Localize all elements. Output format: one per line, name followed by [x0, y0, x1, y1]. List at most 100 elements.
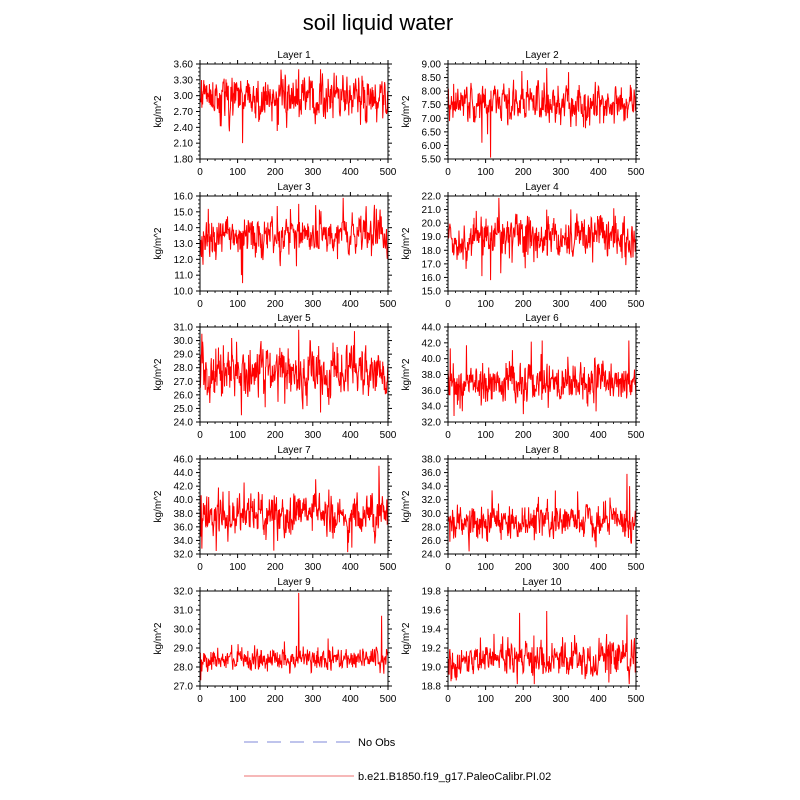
x-tick-label: 0 [445, 430, 451, 441]
x-tick-label: 100 [229, 562, 246, 573]
y-tick-label: 19.8 [422, 587, 442, 598]
y-tick-label: 19.6 [422, 606, 442, 617]
x-tick-label: 200 [267, 167, 284, 178]
y-tick-label: 28.0 [174, 663, 194, 674]
plot-frame [199, 458, 389, 555]
x-tick-label: 0 [197, 299, 203, 310]
y-tick-label: 28.0 [422, 522, 442, 533]
y-tick-label: 29.0 [174, 350, 194, 361]
y-tick-label: 16.0 [174, 192, 194, 203]
y-tick-label: 2.70 [174, 107, 194, 118]
series-line [199, 465, 389, 553]
panel-title: Layer 3 [277, 182, 311, 193]
y-tick-label: 40.0 [422, 354, 442, 365]
panel-title: Layer 1 [277, 50, 311, 61]
panel-title: Layer 7 [277, 445, 311, 456]
panel-title: Layer 5 [277, 313, 311, 324]
x-tick-label: 200 [267, 299, 284, 310]
panels: Layer 13.603.303.002.702.402.101.800 100 2… [153, 50, 645, 705]
x-tick-label: 400 [590, 694, 607, 705]
x-tick-label: 300 [304, 562, 321, 573]
x-tick-label: 300 [304, 299, 321, 310]
plot-frame [447, 326, 637, 423]
x-tick-label: 300 [552, 694, 569, 705]
plot-frame [199, 326, 389, 423]
panel-title: Layer 10 [523, 577, 562, 588]
x-tick-label: 500 [628, 167, 645, 178]
y-tick-label: 38.0 [174, 509, 194, 520]
y-tick-label: 9.00 [422, 60, 442, 71]
y-axis-label: kg/m^2 [153, 490, 164, 522]
y-tick-label: 19.0 [422, 232, 442, 243]
x-tick-label: 200 [267, 694, 284, 705]
y-tick-label: 6.50 [422, 127, 442, 138]
y-tick-label: 30.0 [174, 336, 194, 347]
panel-layer-9: Layer 9 32.0 31.0 30.0 29.0 28.0 27.00 100 200 30… [153, 577, 397, 705]
y-tick-label: 15.0 [422, 287, 442, 298]
series-line [199, 69, 389, 144]
x-tick-label: 0 [197, 694, 203, 705]
panel-layer-10: Layer 10 19.8 19.6 19.4 19.2 19.0 18.80 100 200 3… [401, 577, 645, 705]
x-tick-label: 100 [477, 167, 494, 178]
plot-frame [199, 195, 389, 292]
panel-layer-3: Layer 3 16.0 15.0 14.0 13.0 12.0 11.0 10.00 100 2… [153, 182, 397, 310]
y-tick-label: 8.50 [422, 73, 442, 84]
y-tick-label: 16.0 [422, 273, 442, 284]
x-tick-label: 200 [267, 430, 284, 441]
panel-layer-5: Layer 5 31.0 30.0 29.0 28.0 27.0 26.0 25.0 24.00… [153, 313, 397, 441]
y-tick-label: 21.0 [422, 205, 442, 216]
legend: No Obs b.e21.B1850.f19_g17.PaleoCalibr.P… [244, 737, 551, 783]
y-axis-label: kg/m^2 [401, 490, 412, 522]
x-tick-label: 0 [197, 430, 203, 441]
y-tick-label: 24.0 [174, 418, 194, 429]
x-tick-label: 400 [342, 562, 359, 573]
y-tick-label: 3.30 [174, 75, 194, 86]
plot-frame [447, 63, 637, 160]
y-tick-label: 36.0 [422, 386, 442, 397]
plot-frame [199, 63, 389, 160]
series-line [199, 329, 389, 416]
y-tick-label: 7.00 [422, 114, 442, 125]
plot-frame [447, 195, 637, 292]
x-tick-label: 400 [342, 167, 359, 178]
y-tick-label: 7.50 [422, 100, 442, 111]
x-tick-label: 400 [590, 299, 607, 310]
panel-layer-4: Layer 4 22.0 21.0 20.0 19.0 18.0 17.0 16.0 15.00… [401, 182, 645, 310]
x-tick-label: 500 [628, 562, 645, 573]
x-tick-label: 400 [590, 167, 607, 178]
y-tick-label: 36.0 [174, 522, 194, 533]
panel-layer-1: Layer 1 3.60 3.30 3.00 2.70 2.40 2.10 1.800 100 2… [153, 50, 397, 178]
y-tick-label: 19.4 [422, 625, 442, 636]
y-tick-label: 31.0 [174, 606, 194, 617]
x-tick-label: 0 [445, 299, 451, 310]
y-axis-label: kg/m^2 [153, 358, 164, 390]
panel-title: Layer 6 [525, 313, 559, 324]
y-tick-label: 40.0 [174, 495, 194, 506]
x-tick-label: 500 [628, 430, 645, 441]
plot-frame [447, 458, 637, 555]
y-tick-label: 27.0 [174, 682, 194, 693]
x-tick-label: 100 [229, 299, 246, 310]
x-tick-label: 100 [477, 562, 494, 573]
series-line [447, 197, 637, 281]
y-tick-label: 19.0 [422, 663, 442, 674]
x-tick-label: 100 [477, 694, 494, 705]
x-tick-label: 300 [552, 562, 569, 573]
y-tick-label: 28.0 [174, 363, 194, 374]
y-tick-label: 42.0 [422, 338, 442, 349]
y-axis-label: kg/m^2 [401, 358, 412, 390]
y-tick-label: 6.00 [422, 141, 442, 152]
y-tick-label: 36.0 [422, 468, 442, 479]
panel-title: Layer 8 [525, 445, 559, 456]
y-tick-label: 20.0 [422, 219, 442, 230]
panel-title: Layer 9 [277, 577, 311, 588]
legend-label-no-obs: No Obs [358, 737, 396, 749]
y-tick-label: 3.60 [174, 60, 194, 71]
x-tick-label: 500 [380, 430, 397, 441]
x-tick-label: 0 [445, 167, 451, 178]
x-tick-label: 200 [267, 562, 284, 573]
x-tick-label: 0 [445, 694, 451, 705]
x-tick-label: 400 [342, 430, 359, 441]
y-tick-label: 34.0 [422, 402, 442, 413]
panel-title: Layer 4 [525, 182, 559, 193]
